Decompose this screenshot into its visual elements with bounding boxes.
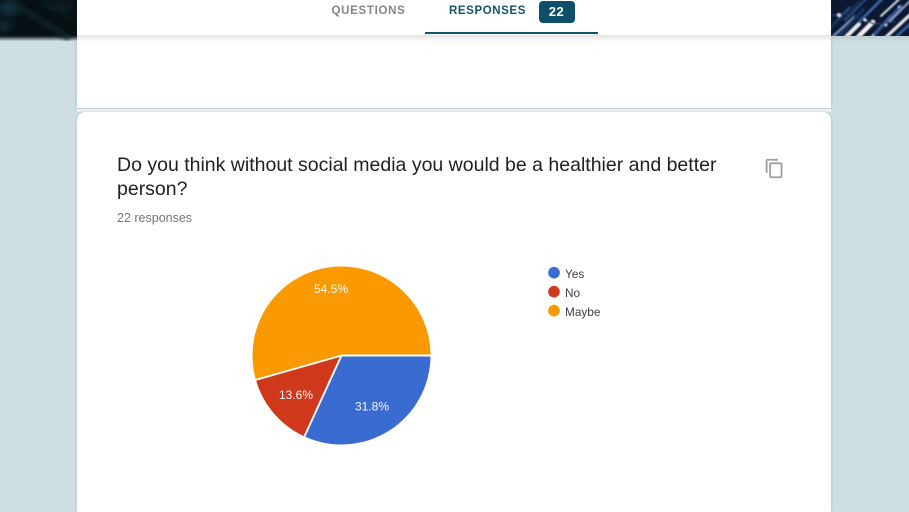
svg-text:13.6%: 13.6%: [279, 388, 313, 402]
svg-text:54.5%: 54.5%: [314, 282, 348, 296]
svg-text:31.8%: 31.8%: [355, 400, 389, 414]
